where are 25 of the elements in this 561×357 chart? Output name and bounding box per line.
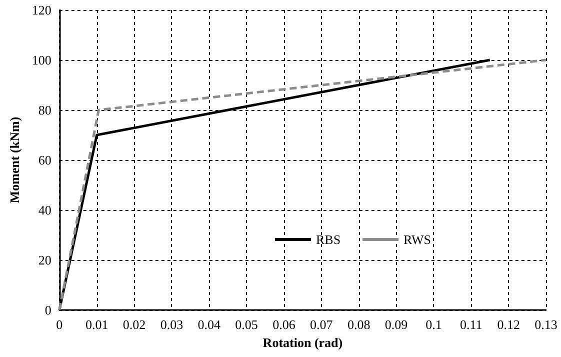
x-tick-label: 0.04 bbox=[198, 317, 221, 332]
x-tick-label: 0 bbox=[56, 317, 63, 332]
legend-label: RWS bbox=[404, 232, 432, 247]
y-tick-label: 120 bbox=[32, 2, 52, 18]
y-tick-label: 40 bbox=[38, 202, 52, 218]
x-axis-title: Rotation (rad) bbox=[262, 335, 343, 350]
x-tick-label: 0.12 bbox=[497, 317, 520, 332]
x-tick-label: 0.07 bbox=[310, 317, 334, 332]
x-tick-label: 0.03 bbox=[160, 317, 184, 332]
y-tick-label: 100 bbox=[32, 52, 52, 68]
x-tick-label: 0.06 bbox=[272, 317, 296, 332]
y-tick-label: 80 bbox=[38, 102, 52, 118]
y-tick-label: 20 bbox=[38, 252, 52, 268]
x-tick-label: 0.13 bbox=[534, 317, 558, 332]
x-tick-label: 0.08 bbox=[347, 317, 370, 332]
x-tick-label: 0.02 bbox=[122, 317, 146, 332]
y-tick-label: 0 bbox=[44, 302, 52, 318]
y-axis-title: Moment (kNm) bbox=[7, 116, 22, 204]
y-tick-label: 60 bbox=[38, 152, 52, 168]
x-tick-label: 0.09 bbox=[384, 317, 408, 332]
legend-label: RBS bbox=[316, 232, 341, 247]
x-tick-label: 0.11 bbox=[460, 317, 482, 332]
x-tick-label: 0.1 bbox=[426, 317, 442, 332]
x-tick-label: 0.05 bbox=[235, 317, 258, 332]
x-tick-label: 0.01 bbox=[85, 317, 108, 332]
